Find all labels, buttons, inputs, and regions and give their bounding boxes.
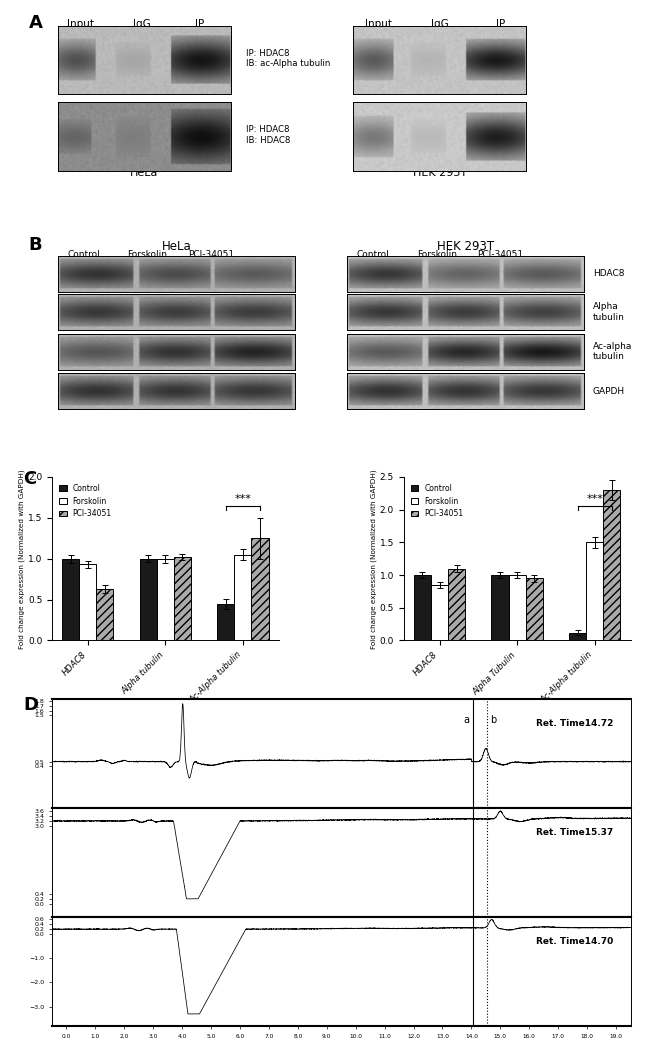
Text: B: B: [29, 236, 42, 254]
Bar: [414, 575, 431, 641]
Text: PCI-34051: PCI-34051: [477, 250, 523, 260]
Legend: Control, Forskolin, PCI-34051: Control, Forskolin, PCI-34051: [56, 481, 115, 521]
Bar: [491, 575, 508, 641]
Text: HeLa: HeLa: [131, 168, 159, 178]
Text: Alpha
tubulin: Alpha tubulin: [593, 303, 625, 321]
Legend: Control, Forskolin, PCI-34051: Control, Forskolin, PCI-34051: [408, 481, 467, 521]
Text: IP: HDAC8
IB: HDAC8: IP: HDAC8 IB: HDAC8: [246, 126, 290, 144]
Text: Control: Control: [68, 250, 100, 260]
Bar: [217, 604, 235, 641]
Text: ***: ***: [586, 494, 603, 505]
Bar: [603, 490, 620, 641]
Text: IP: HDAC8
IB: ac-Alpha tubulin: IP: HDAC8 IB: ac-Alpha tubulin: [246, 48, 330, 68]
Text: IP: IP: [195, 19, 204, 29]
Y-axis label: Fold change expression (Normalized with GAPDH): Fold change expression (Normalized with …: [370, 469, 377, 648]
Text: Ret. Time14.70: Ret. Time14.70: [536, 937, 613, 945]
Bar: [252, 538, 268, 641]
Text: C: C: [23, 470, 36, 488]
Text: Ret. Time15.37: Ret. Time15.37: [536, 827, 613, 837]
Text: HeLa: HeLa: [161, 240, 191, 252]
Text: Control: Control: [357, 250, 389, 260]
Text: GAPDH: GAPDH: [593, 387, 625, 396]
Text: IgG: IgG: [133, 19, 151, 29]
Bar: [174, 557, 191, 641]
Y-axis label: Fold change expression (Normalized with GAPDH): Fold change expression (Normalized with …: [19, 469, 25, 648]
Text: PCI-34051: PCI-34051: [188, 250, 234, 260]
Bar: [431, 585, 448, 641]
Bar: [569, 632, 586, 641]
Bar: [448, 569, 465, 641]
Bar: [140, 559, 157, 641]
Text: ***: ***: [235, 494, 252, 505]
Bar: [235, 555, 252, 641]
Text: Forskolin: Forskolin: [417, 250, 457, 260]
Bar: [79, 564, 96, 641]
Text: Input: Input: [68, 19, 94, 29]
Text: Input: Input: [365, 19, 393, 29]
Text: HEK 293T: HEK 293T: [413, 168, 467, 178]
Text: HDAC8: HDAC8: [593, 269, 625, 279]
Text: Forskolin: Forskolin: [127, 250, 168, 260]
Text: Ret. Time14.72: Ret. Time14.72: [536, 718, 613, 728]
Bar: [96, 589, 114, 641]
Bar: [62, 559, 79, 641]
Bar: [508, 575, 526, 641]
Bar: [586, 542, 603, 641]
Bar: [157, 559, 174, 641]
Text: IP: IP: [496, 19, 505, 29]
Text: D: D: [23, 695, 38, 714]
Text: a: a: [463, 715, 469, 726]
Text: Ac-alpha
tubulin: Ac-alpha tubulin: [593, 342, 632, 361]
Bar: [526, 578, 543, 641]
Text: A: A: [29, 14, 43, 32]
Text: HEK 293T: HEK 293T: [437, 240, 494, 252]
Text: b: b: [489, 715, 496, 726]
Text: IgG: IgG: [431, 19, 448, 29]
